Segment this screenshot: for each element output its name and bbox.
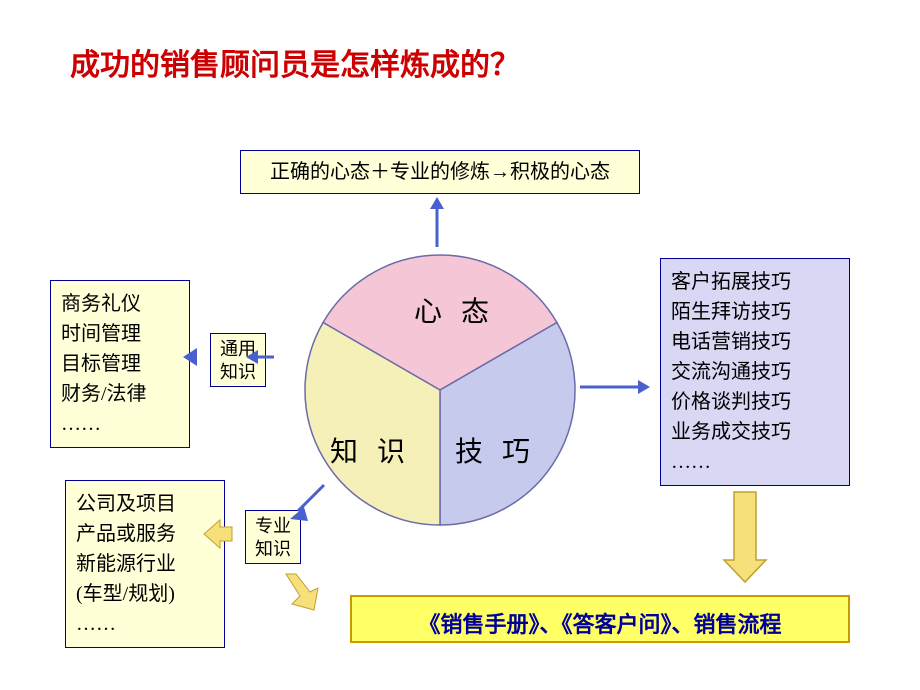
left-list-box: 商务礼仪时间管理目标管理财务/法律…… [50,280,190,448]
left-list-box-line: 财务/法律 [61,379,179,409]
right-list-box-line: 价格谈判技巧 [671,387,839,417]
top-formula-box: 正确的心态＋专业的修炼→积极的心态 [240,150,640,194]
right-list-box: 客户拓展技巧陌生拜访技巧电话营销技巧交流沟通技巧价格谈判技巧业务成交技巧…… [660,258,850,486]
arrow-pie-to-right [580,377,650,397]
left-list-box-line: 目标管理 [61,349,179,379]
pie-slice-label: 心 态 [414,290,495,330]
left-list-box-line: 商务礼仪 [61,289,179,319]
right-list-box-line: 交流沟通技巧 [671,357,839,387]
bottom-left-list-box-line: 公司及项目 [76,489,214,519]
arrow-pk-to-left [204,520,232,548]
right-list-box-line: 电话营销技巧 [671,327,839,357]
bottom-left-list-box-line: (车型/规划) [76,579,214,609]
bottom-reference-box: 《销售手册》、《答客户问》、销售流程 [350,595,850,643]
right-list-box-line: 业务成交技巧 [671,417,839,447]
arrow-pk-to-bottom [282,574,318,610]
bottom-left-list-box-line: …… [76,609,214,639]
arrow-gk-to-left [183,348,197,366]
arrow-pie-to-top [427,197,447,247]
right-list-box-line: 陌生拜访技巧 [671,297,839,327]
pie-slice-label: 知 识 [330,430,411,470]
page-title: 成功的销售顾问员是怎样炼成的？ [70,40,520,84]
pie-slice-label: 技 巧 [455,430,536,470]
professional-knowledge-box-line: 知识 [252,538,294,561]
left-list-box-line: 时间管理 [61,319,179,349]
bottom-left-list-box-line: 新能源行业 [76,549,214,579]
arrow-pie-to-pk [284,485,324,525]
bottom-left-list-box: 公司及项目产品或服务新能源行业(车型/规划)…… [65,480,225,648]
right-list-box-line: 客户拓展技巧 [671,267,839,297]
bottom-left-list-box-line: 产品或服务 [76,519,214,549]
arrow-right-to-bottom [724,492,766,582]
left-list-box-line: …… [61,409,179,439]
arrow-pie-to-gk [246,347,274,367]
right-list-box-line: …… [671,447,839,477]
